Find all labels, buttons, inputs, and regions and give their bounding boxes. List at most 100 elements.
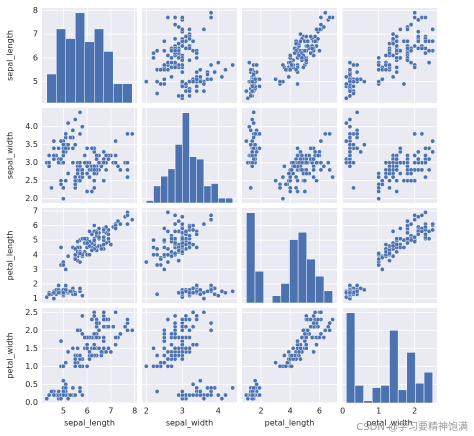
scatter-point — [165, 317, 171, 322]
scatter-point — [77, 131, 83, 137]
scatter-point — [387, 258, 392, 263]
scatter-point — [394, 167, 399, 173]
scatter-point — [397, 171, 403, 176]
scatter-point — [113, 342, 118, 348]
scatter-point — [194, 76, 199, 82]
panel — [42, 108, 137, 203]
scatter-point — [165, 259, 171, 265]
scatter-point — [376, 251, 382, 256]
scatter-point — [180, 226, 185, 231]
scatter-point — [89, 248, 95, 253]
scatter-point — [298, 356, 303, 362]
scatter-point — [347, 60, 353, 65]
scatter-point — [408, 171, 414, 176]
scatter-point — [63, 131, 69, 137]
scatter-point — [423, 210, 428, 215]
scatter-point — [180, 335, 185, 340]
scatter-point — [49, 185, 54, 191]
scatter-point — [419, 167, 425, 173]
scatter-point — [212, 69, 217, 75]
histogram-bar — [146, 200, 154, 204]
scatter-point — [180, 93, 185, 99]
scatter-point — [311, 320, 316, 326]
scatter-point — [295, 81, 300, 87]
scatter-point — [230, 289, 235, 294]
scatter-point — [347, 283, 353, 288]
y-tick-label: 3 — [33, 265, 38, 274]
scatter-point — [190, 227, 196, 233]
scatter-point — [154, 262, 160, 268]
scatter-point — [180, 236, 185, 241]
scatter-point — [180, 317, 185, 322]
scatter-point — [187, 57, 192, 63]
scatter-point — [249, 392, 255, 398]
scatter-point — [315, 153, 321, 158]
scatter-point — [162, 267, 167, 272]
scatter-point — [387, 178, 392, 183]
scatter-point — [91, 237, 97, 243]
y-tick-label: 1.0 — [25, 362, 38, 371]
scatter-point — [401, 81, 407, 87]
scatter-point — [423, 160, 428, 165]
y-axis-label: sepal_length — [6, 30, 15, 81]
scatter-point — [180, 214, 185, 220]
scatter-point — [215, 392, 221, 398]
scatter-point — [351, 62, 356, 68]
scatter-point — [89, 353, 95, 358]
scatter-point — [96, 328, 102, 333]
scatter-point — [308, 317, 313, 322]
scatter-point — [405, 236, 410, 241]
scatter-point — [394, 189, 399, 194]
scatter-point — [390, 243, 396, 249]
scatter-point — [318, 138, 324, 144]
scatter-point — [347, 72, 353, 77]
y-tick-label: 5 — [33, 77, 38, 86]
scatter-point — [65, 253, 71, 259]
scatter-point — [162, 76, 167, 82]
scatter-point — [187, 317, 192, 322]
scatter-point — [430, 27, 435, 32]
scatter-point — [89, 317, 95, 322]
scatter-point — [154, 91, 160, 96]
scatter-point — [205, 392, 210, 398]
scatter-point — [376, 79, 382, 84]
scatter-point — [380, 76, 385, 82]
scatter-point — [304, 346, 309, 351]
scatter-point — [248, 142, 254, 148]
scatter-point — [415, 34, 421, 39]
scatter-point — [187, 27, 192, 32]
scatter-point — [397, 160, 403, 165]
scatter-point — [65, 349, 71, 355]
scatter-point — [295, 146, 300, 151]
scatter-point — [419, 213, 425, 218]
scatter-point — [415, 156, 421, 162]
scatter-point — [415, 29, 421, 35]
scatter-point — [405, 46, 410, 51]
scatter-point — [101, 178, 107, 183]
scatter-point — [219, 74, 225, 80]
scatter-point — [77, 353, 83, 358]
scatter-point — [68, 135, 73, 140]
scatter-point — [208, 10, 214, 16]
scatter-point — [325, 160, 331, 165]
scatter-point — [362, 79, 367, 84]
scatter-point — [172, 251, 178, 256]
x-tick-label: 4 — [288, 407, 293, 416]
scatter-point — [70, 346, 76, 351]
scatter-point — [318, 167, 324, 173]
scatter-point — [144, 79, 149, 84]
scatter-point — [223, 67, 228, 73]
scatter-point — [296, 349, 302, 355]
scatter-point — [84, 240, 90, 246]
scatter-point — [89, 232, 95, 237]
scatter-point — [347, 79, 353, 84]
panel — [242, 208, 337, 304]
scatter-point — [194, 84, 199, 89]
scatter-point — [113, 335, 118, 340]
scatter-point — [194, 317, 199, 322]
scatter-point — [295, 338, 300, 344]
scatter-point — [302, 178, 308, 183]
scatter-point — [113, 226, 118, 231]
histogram-bar — [289, 239, 299, 304]
scatter-point — [51, 290, 57, 296]
